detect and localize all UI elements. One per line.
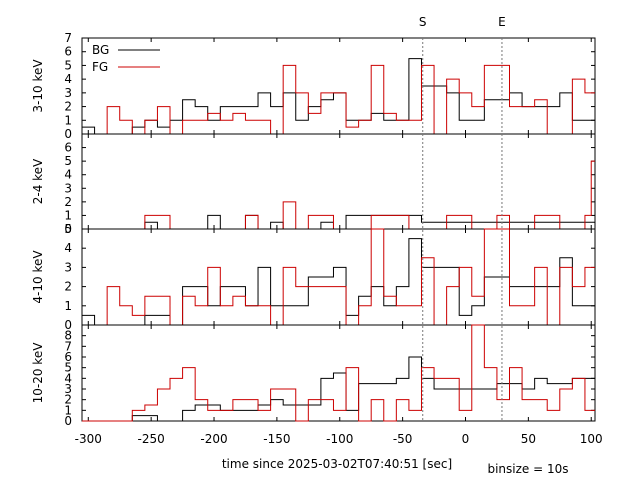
legend: BG FG [92, 43, 160, 74]
y-tick-label: 5 [64, 154, 72, 168]
legend-label-bg: BG [92, 43, 109, 57]
series-fg-line [82, 324, 595, 422]
panel-3: 0 1 2 3 4 5 4-10 keV [31, 222, 596, 332]
panel-frame [81, 228, 596, 326]
y-tick-label: 1 [64, 299, 72, 313]
x-tick-label: -250 [138, 432, 165, 446]
y-tick-label: 7 [64, 31, 72, 45]
y-tick-label: 4 [64, 168, 72, 182]
y-tick-label: 0 [64, 222, 72, 236]
y-axis-label: 2-4 keV [31, 158, 45, 204]
y-tick-label: 6 [64, 45, 72, 59]
x-tick-label: -100 [326, 432, 353, 446]
marker-label-e: E [498, 15, 506, 29]
panel-frame [81, 133, 596, 230]
y-tick-label: 3 [64, 382, 72, 396]
y-tick-label: 8 [64, 329, 72, 343]
y-tick-label: 0 [64, 318, 72, 332]
series-bg-line [82, 238, 595, 326]
x-tick-label: 100 [580, 432, 603, 446]
y-axis-label: 10-20 keV [31, 342, 45, 404]
series-fg-line [82, 160, 595, 230]
y-tick-label: 2 [64, 100, 72, 114]
y-tick-label: 5 [64, 222, 72, 236]
x-tick-label: 50 [521, 432, 536, 446]
y-tick-label: 0 [64, 127, 72, 141]
y-tick-label: 1 [64, 113, 72, 127]
y-tick-label: 4 [64, 241, 72, 255]
x-axis: -300 -250 -200 -150 -100 -50 0 50 100 [75, 432, 603, 446]
y-tick-label: 7 [64, 339, 72, 353]
binsize-label: binsize = 10s [487, 462, 568, 476]
series-bg-line [82, 214, 595, 230]
panel-frame [81, 37, 596, 135]
y-tick-label: 5 [64, 58, 72, 72]
x-tick-label: -300 [75, 432, 102, 446]
y-tick-label: 4 [64, 371, 72, 385]
y-tick-label: 3 [64, 260, 72, 274]
y-tick-label: 2 [64, 393, 72, 407]
y-tick-label: 1 [64, 403, 72, 417]
y-axis-label: 4-10 keV [31, 250, 45, 304]
y-tick-label: 5 [64, 361, 72, 375]
x-axis-label: time since 2025-03-02T07:40:51 [sec] [222, 457, 452, 471]
series-fg-line [82, 64, 595, 135]
x-tick-label: 0 [462, 432, 470, 446]
y-tick-label: 4 [64, 72, 72, 86]
marker-label-s: S [419, 15, 427, 29]
y-tick-label: 6 [64, 141, 72, 155]
y-tick-label: 6 [64, 350, 72, 364]
legend-label-fg: FG [92, 60, 108, 74]
x-tick-label: -150 [263, 432, 290, 446]
series-fg-line [82, 228, 595, 326]
y-tick-label: 1 [64, 208, 72, 222]
y-tick-label: 2 [64, 280, 72, 294]
y-tick-label: 3 [64, 86, 72, 100]
series-bg-line [82, 58, 595, 135]
y-axis-label: 3-10 keV [31, 59, 45, 113]
y-tick-label: 2 [64, 195, 72, 209]
x-tick-label: -200 [200, 432, 227, 446]
x-tick-label: -50 [393, 432, 413, 446]
y-tick-label: 3 [64, 181, 72, 195]
panel-frame [81, 324, 596, 422]
y-tick-label: 0 [64, 414, 72, 428]
